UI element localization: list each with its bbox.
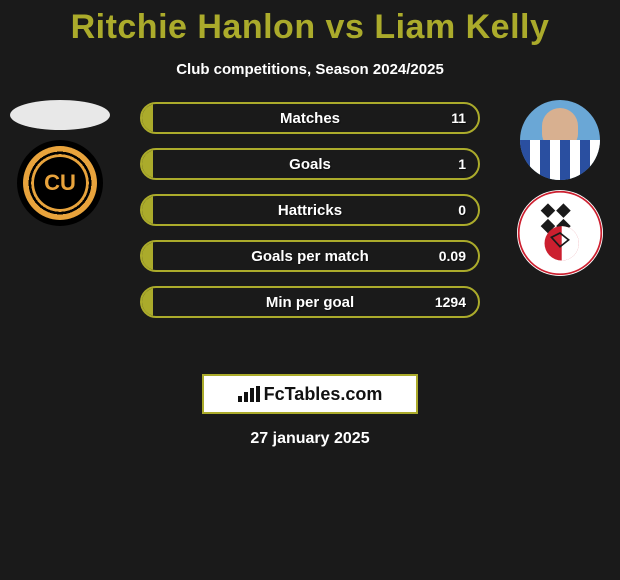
stat-right-value: 1294 xyxy=(435,294,466,310)
player1-club-badge: CU xyxy=(17,140,103,226)
stat-fill xyxy=(142,150,153,178)
stat-right-value: 0 xyxy=(458,202,466,218)
stat-row: Goals per match 0.09 xyxy=(140,240,480,272)
page-title: Ritchie Hanlon vs Liam Kelly xyxy=(0,0,620,47)
stat-fill xyxy=(142,242,153,270)
player1-photo-placeholder xyxy=(10,100,110,130)
player2-name: Liam Kelly xyxy=(374,8,549,46)
brand-box[interactable]: FcTables.com xyxy=(202,374,418,414)
stat-label: Goals xyxy=(289,156,331,173)
player2-club-badge xyxy=(517,190,603,276)
stats-list: Matches 11 Goals 1 Hattricks 0 Goals per… xyxy=(140,102,480,318)
stat-fill xyxy=(142,104,153,132)
stat-right-value: 11 xyxy=(451,110,466,126)
stat-row: Min per goal 1294 xyxy=(140,286,480,318)
stat-right-value: 0.09 xyxy=(439,248,466,264)
chart-icon xyxy=(238,386,260,402)
stat-row: Goals 1 xyxy=(140,148,480,180)
stat-right-value: 1 xyxy=(458,156,466,172)
stat-label: Min per goal xyxy=(266,294,354,311)
club-badge-text: CU xyxy=(34,157,86,209)
right-player-column xyxy=(500,100,620,276)
player1-name: Ritchie Hanlon xyxy=(71,8,316,46)
stat-row: Matches 11 xyxy=(140,102,480,134)
player2-photo xyxy=(520,100,600,180)
stat-row: Hattricks 0 xyxy=(140,194,480,226)
stat-label: Goals per match xyxy=(251,248,369,265)
date-text: 27 january 2025 xyxy=(0,430,620,448)
subtitle: Club competitions, Season 2024/2025 xyxy=(0,61,620,78)
vs-text: vs xyxy=(316,8,375,46)
left-player-column: CU xyxy=(0,100,120,226)
stat-fill xyxy=(142,196,153,224)
comparison-panel: CU xyxy=(0,100,620,360)
brand-text: FcTables.com xyxy=(264,384,383,405)
stat-label: Hattricks xyxy=(278,202,342,219)
stat-label: Matches xyxy=(280,110,340,127)
stat-fill xyxy=(142,288,153,316)
